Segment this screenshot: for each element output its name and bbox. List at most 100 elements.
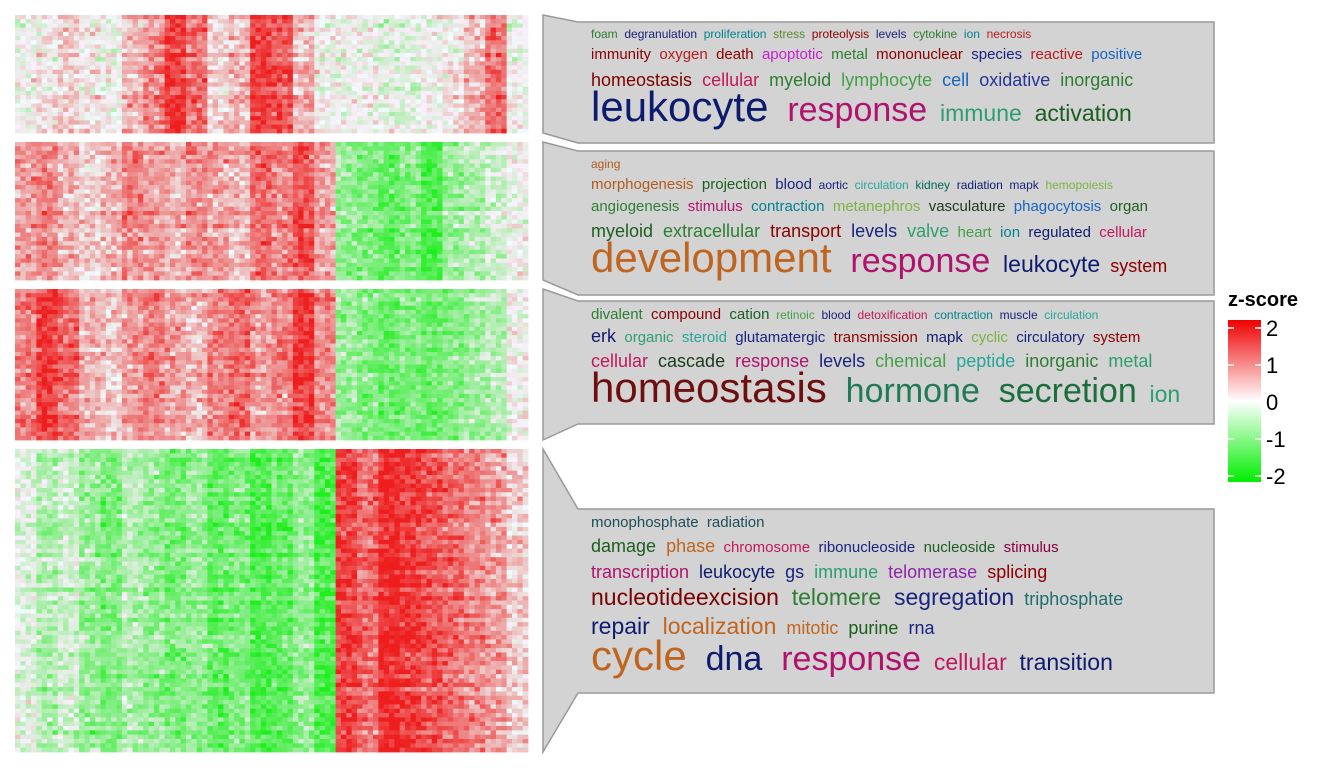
heatmap-cell [73, 52, 80, 58]
heatmap-cell [228, 159, 235, 164]
heatmap-cell [378, 90, 385, 96]
heatmap-cell [298, 146, 304, 152]
heatmap-cell [282, 15, 288, 20]
heatmap-cell [308, 211, 315, 216]
heatmap-cell [89, 90, 96, 96]
heatmap-cell [153, 19, 160, 24]
heatmap-cell [52, 111, 59, 117]
heatmap-cell [511, 223, 518, 229]
heatmap-cell [346, 44, 353, 50]
heatmap-cell [175, 172, 182, 177]
heatmap-cell [340, 120, 347, 125]
heatmap-cell [132, 19, 139, 24]
heatmap-cell [405, 236, 411, 242]
heatmap-cell [399, 27, 406, 33]
heatmap-cell [31, 142, 37, 147]
heatmap-cell [212, 27, 219, 33]
heatmap-cell [73, 163, 80, 169]
heatmap-cell [437, 82, 443, 88]
heatmap-cell [196, 146, 203, 152]
heatmap-cell [84, 150, 91, 156]
heatmap-cell [522, 90, 529, 96]
heatmap-cell [121, 232, 128, 238]
heatmap-cell [506, 146, 513, 152]
heatmap-cell [410, 241, 417, 246]
heatmap-cell [121, 150, 128, 156]
heatmap-cell [223, 78, 230, 83]
heatmap-cell [378, 95, 385, 100]
heatmap-cell [260, 180, 267, 186]
heatmap-cell [442, 202, 449, 208]
heatmap-cell [282, 40, 288, 45]
heatmap-cell [506, 107, 513, 113]
heatmap-cell [335, 124, 342, 130]
heatmap-cell [15, 116, 21, 121]
heatmap-cell [463, 202, 470, 208]
heatmap-cell [303, 107, 310, 113]
heatmap-cell [517, 31, 524, 37]
heatmap-cell [378, 27, 385, 33]
heatmap-cell [68, 120, 75, 125]
heatmap-cell [442, 86, 449, 92]
heatmap-cell [100, 86, 107, 92]
heatmap-cell [52, 228, 59, 233]
heatmap-cell [373, 176, 379, 182]
heatmap-cell [453, 167, 459, 173]
heatmap-cell [335, 95, 342, 100]
heatmap-cell [153, 154, 160, 160]
heatmap-cell [447, 69, 454, 75]
heatmap-cell [362, 111, 369, 117]
heatmap-cell [324, 206, 331, 212]
heatmap-cell [148, 107, 155, 113]
heatmap-cell [506, 150, 513, 156]
heatmap-cell [389, 120, 395, 125]
heatmap-cell [175, 36, 182, 41]
heatmap-cell [314, 154, 320, 160]
heatmap-cell [143, 211, 149, 216]
heatmap-cell [479, 27, 486, 33]
heatmap-cell [378, 52, 385, 58]
heatmap-cluster-1 [15, 15, 529, 134]
heatmap-cell [148, 167, 155, 173]
heatmap-cell [506, 27, 513, 33]
heatmap-cell [73, 95, 80, 100]
heatmap-cell [378, 74, 385, 79]
heatmap-cell [20, 211, 27, 216]
heatmap-cell [186, 52, 192, 58]
heatmap-cell [84, 111, 91, 117]
heatmap-cell [212, 219, 219, 225]
heatmap-cell [357, 219, 363, 225]
heatmap-cell [298, 176, 304, 182]
heatmap-cell [458, 99, 465, 104]
heatmap-cell [463, 19, 470, 24]
heatmap-cell [346, 69, 353, 75]
heatmap-cell [458, 107, 465, 113]
heatmap-cell [276, 52, 283, 58]
heatmap-cell [292, 40, 299, 45]
heatmap-cell [132, 90, 139, 96]
heatmap-cell [511, 103, 518, 109]
heatmap-cell [63, 150, 69, 156]
heatmap-cell [330, 228, 337, 233]
heatmap-cell [287, 107, 294, 113]
heatmap-cell [367, 150, 374, 156]
heatmap-cell [442, 120, 449, 125]
heatmap-cell [431, 189, 438, 195]
heatmap-cell [346, 95, 353, 100]
heatmap-cell [415, 124, 422, 130]
heatmap-cell [127, 176, 133, 182]
heatmap-cell [260, 150, 267, 156]
heatmap-cell [340, 61, 347, 66]
heatmap-cell [367, 142, 374, 147]
heatmap-cell [437, 57, 443, 62]
heatmap-cell [373, 146, 379, 152]
heatmap-cell [266, 78, 272, 83]
heatmap-cell [469, 223, 475, 229]
heatmap-cell [308, 90, 315, 96]
heatmap-cell [148, 193, 155, 199]
heatmap-cell [121, 31, 128, 37]
heatmap-cell [169, 78, 176, 83]
heatmap-cell [25, 211, 32, 216]
heatmap-cell [207, 124, 214, 130]
heatmap-cell [175, 202, 182, 208]
